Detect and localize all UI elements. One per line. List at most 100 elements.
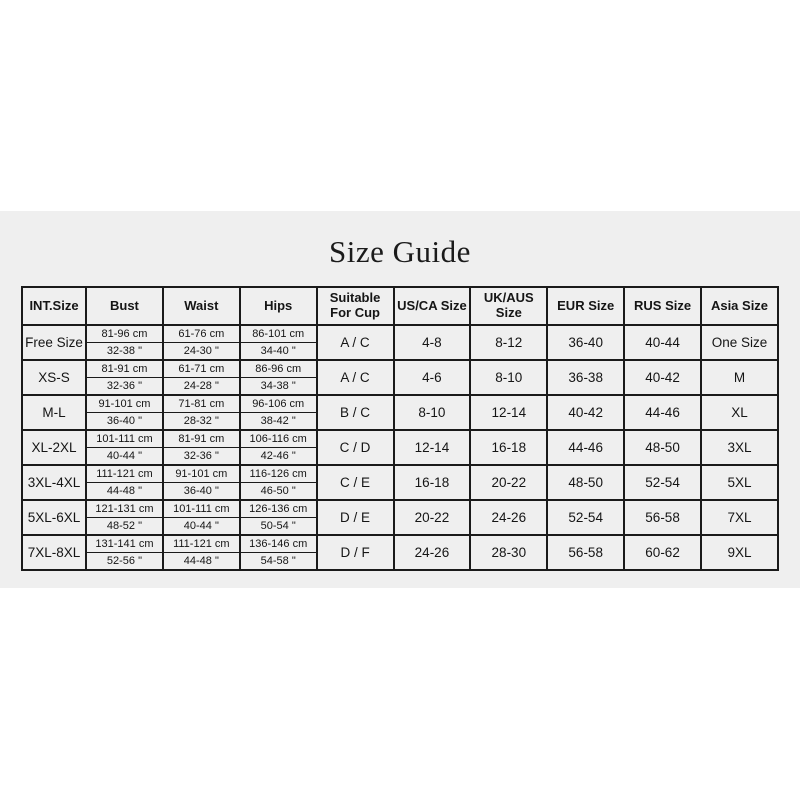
cell-hips-in: 34-38 " xyxy=(238,377,318,396)
cell-hips-in: 38-42 " xyxy=(238,412,318,431)
cell-cup: D / E xyxy=(315,499,395,536)
cell-uk-aus: 12-14 xyxy=(469,394,549,431)
column-header-int-size: INT.Size xyxy=(21,286,87,326)
cell-bust-cm: 111-121 cm xyxy=(85,464,164,483)
cell-eur: 36-38 xyxy=(546,359,626,396)
cell-hips-cm: 86-96 cm xyxy=(238,359,318,378)
cell-waist-in: 44-48 " xyxy=(161,552,241,571)
cell-waist-cm: 91-101 cm xyxy=(161,464,241,483)
column-header-cup: Suitable For Cup xyxy=(315,286,395,326)
column-header-rus: RUS Size xyxy=(623,286,702,326)
cell-waist-cm: 101-111 cm xyxy=(161,499,241,518)
cell-uk-aus: 16-18 xyxy=(469,429,549,466)
cell-waist-cm: 61-76 cm xyxy=(161,324,241,343)
cell-uk-aus: 20-22 xyxy=(469,464,549,501)
cell-eur: 48-50 xyxy=(546,464,626,501)
cell-bust-in: 48-52 " xyxy=(85,517,164,536)
cell-hips-in: 54-58 " xyxy=(238,552,318,571)
cell-cup: A / C xyxy=(315,324,395,361)
cell-hips-cm: 116-126 cm xyxy=(238,464,318,483)
cell-hips-cm: 106-116 cm xyxy=(238,429,318,448)
table-row: M-L 91-101 cm 71-81 cm 96-106 cm B / C 8… xyxy=(21,394,779,431)
cell-rus: 56-58 xyxy=(623,499,702,536)
table-row: 7XL-8XL 131-141 cm 111-121 cm 136-146 cm… xyxy=(21,534,779,571)
table-row: XS-S 81-91 cm 61-71 cm 86-96 cm A / C 4-… xyxy=(21,359,779,396)
cell-waist-in: 40-44 " xyxy=(161,517,241,536)
cell-waist-in: 24-28 " xyxy=(161,377,241,396)
table-row-inches: 52-56 " 44-48 " 54-58 " xyxy=(22,552,778,571)
cell-bust-cm: 121-131 cm xyxy=(85,499,164,518)
table-row: Free Size 81-96 cm 61-76 cm 86-101 cm A … xyxy=(21,324,779,361)
column-header-us-ca: US/CA Size xyxy=(392,286,472,326)
column-header-eur: EUR Size xyxy=(546,286,626,326)
cell-waist-in: 28-32 " xyxy=(161,412,241,431)
table-row: 3XL-4XL 111-121 cm 91-101 cm 116-126 cm … xyxy=(21,464,779,501)
column-header-asia: Asia Size xyxy=(700,286,779,326)
cell-rus: 52-54 xyxy=(623,464,702,501)
cell-int-size: 7XL-8XL xyxy=(21,534,87,571)
cell-waist-in: 32-36 " xyxy=(161,447,241,466)
cell-int-size: M-L xyxy=(21,394,87,431)
cell-waist-cm: 111-121 cm xyxy=(161,534,241,553)
cell-us-ca: 20-22 xyxy=(392,499,472,536)
cell-bust-in: 52-56 " xyxy=(85,552,164,571)
cell-eur: 40-42 xyxy=(546,394,626,431)
cell-bust-in: 44-48 " xyxy=(85,482,164,501)
cell-hips-in: 34-40 " xyxy=(238,342,318,361)
cell-rus: 40-44 xyxy=(623,324,702,361)
cell-hips-cm: 96-106 cm xyxy=(238,394,318,413)
cell-asia: 7XL xyxy=(700,499,779,536)
cell-int-size: XL-2XL xyxy=(21,429,87,466)
cell-uk-aus: 8-10 xyxy=(469,359,549,396)
cell-bust-cm: 81-96 cm xyxy=(85,324,164,343)
size-guide-panel: Size Guide INT.Size Bust Waist Hips Suit… xyxy=(0,211,800,588)
cell-rus: 48-50 xyxy=(623,429,702,466)
cell-bust-in: 36-40 " xyxy=(85,412,164,431)
cell-asia: 9XL xyxy=(700,534,779,571)
cell-waist-cm: 71-81 cm xyxy=(161,394,241,413)
table-row: 5XL-6XL 121-131 cm 101-111 cm 126-136 cm… xyxy=(21,499,779,536)
cell-waist-in: 24-30 " xyxy=(161,342,241,361)
size-guide-table: INT.Size Bust Waist Hips Suitable For Cu… xyxy=(21,286,779,571)
table-row-inches: 32-36 " 24-28 " 34-38 " xyxy=(22,377,778,396)
cell-bust-cm: 131-141 cm xyxy=(85,534,164,553)
cell-us-ca: 12-14 xyxy=(392,429,472,466)
cell-waist-in: 36-40 " xyxy=(161,482,241,501)
cell-waist-cm: 81-91 cm xyxy=(161,429,241,448)
cell-hips-cm: 136-146 cm xyxy=(238,534,318,553)
cell-eur: 44-46 xyxy=(546,429,626,466)
cell-uk-aus: 24-26 xyxy=(469,499,549,536)
cell-uk-aus: 28-30 xyxy=(469,534,549,571)
cell-eur: 56-58 xyxy=(546,534,626,571)
cell-asia: 5XL xyxy=(700,464,779,501)
cell-int-size: Free Size xyxy=(21,324,87,361)
cell-int-size: 3XL-4XL xyxy=(21,464,87,501)
cell-bust-in: 32-38 " xyxy=(85,342,164,361)
cell-rus: 40-42 xyxy=(623,359,702,396)
table-row: XL-2XL 101-111 cm 81-91 cm 106-116 cm C … xyxy=(21,429,779,466)
cell-asia: One Size xyxy=(700,324,779,361)
cell-cup: C / D xyxy=(315,429,395,466)
table-row-inches: 48-52 " 40-44 " 50-54 " xyxy=(22,517,778,536)
cell-hips-in: 50-54 " xyxy=(238,517,318,536)
cell-hips-cm: 126-136 cm xyxy=(238,499,318,518)
cell-eur: 52-54 xyxy=(546,499,626,536)
cell-bust-in: 32-36 " xyxy=(85,377,164,396)
cell-us-ca: 4-8 xyxy=(392,324,472,361)
cell-asia: M xyxy=(700,359,779,396)
column-header-hips: Hips xyxy=(238,286,318,326)
column-header-uk-aus: UK/AUS Size xyxy=(469,286,549,326)
cell-us-ca: 4-6 xyxy=(392,359,472,396)
cell-hips-cm: 86-101 cm xyxy=(238,324,318,343)
cell-us-ca: 24-26 xyxy=(392,534,472,571)
column-header-waist: Waist xyxy=(161,286,241,326)
cell-cup: A / C xyxy=(315,359,395,396)
cell-bust-cm: 101-111 cm xyxy=(85,429,164,448)
cell-us-ca: 16-18 xyxy=(392,464,472,501)
cell-rus: 44-46 xyxy=(623,394,702,431)
cell-bust-cm: 91-101 cm xyxy=(85,394,164,413)
cell-us-ca: 8-10 xyxy=(392,394,472,431)
cell-cup: D / F xyxy=(315,534,395,571)
cell-eur: 36-40 xyxy=(546,324,626,361)
